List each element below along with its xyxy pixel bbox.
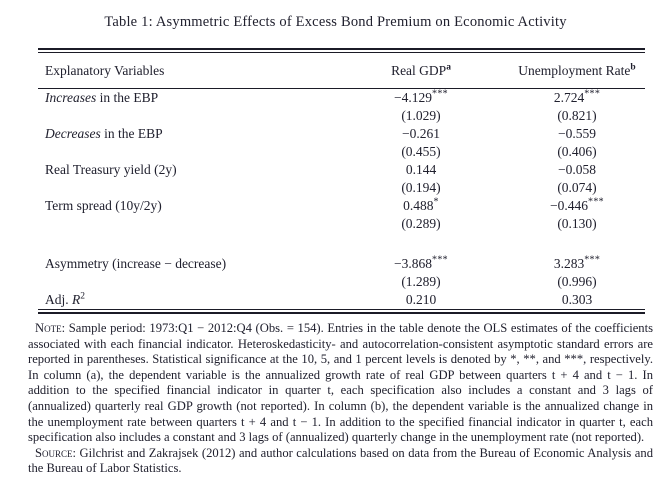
cell-real-gdp: (0.194) bbox=[401, 180, 441, 195]
col-header-unemployment-rate: Unemployment Rateb bbox=[509, 62, 645, 79]
cell-unemployment: 2.724*** bbox=[553, 88, 601, 105]
document-page: Table 1: Asymmetric Effects of Excess Bo… bbox=[0, 14, 671, 499]
cell-real-gdp: −3.868*** bbox=[394, 254, 448, 271]
note-paragraph: Note: Sample period: 1973:Q1 − 2012:Q4 (… bbox=[28, 321, 653, 446]
cell-real-gdp: 0.210 bbox=[405, 292, 437, 307]
row-label: Adj. R2 bbox=[45, 291, 85, 307]
cell-unemployment: (0.406) bbox=[557, 144, 597, 159]
header-rule bbox=[38, 88, 645, 89]
col-header-explanatory-variables: Explanatory Variables bbox=[45, 62, 165, 78]
cell-unemployment: (0.130) bbox=[557, 216, 597, 231]
row-label: Decreases in the EBP bbox=[45, 126, 163, 141]
row-label: Asymmetry (increase − decrease) bbox=[45, 256, 227, 271]
table-title: Table 1: Asymmetric Effects of Excess Bo… bbox=[104, 14, 567, 30]
source-paragraph: Source: Gilchrist and Zakrajsek (2012) a… bbox=[28, 446, 653, 477]
cell-unemployment: −0.058 bbox=[558, 162, 596, 177]
col-header-unemployment-rate-label: Unemployment Rate bbox=[518, 62, 631, 78]
cell-real-gdp: 0.488* bbox=[403, 196, 439, 213]
table-notes: Note: Sample period: 1973:Q1 − 2012:Q4 (… bbox=[28, 321, 653, 477]
cell-unemployment: (0.996) bbox=[557, 274, 597, 289]
col-header-real-gdp-footnote-mark: a bbox=[446, 62, 451, 72]
col-header-real-gdp-label: Real GDP bbox=[391, 62, 447, 78]
table-row-se: (0.194) (0.074) bbox=[38, 179, 645, 197]
cell-real-gdp: −4.129*** bbox=[394, 88, 448, 105]
bottom-double-rule bbox=[38, 309, 645, 314]
cell-real-gdp: (1.289) bbox=[401, 274, 441, 289]
regression-table: Explanatory Variables Real GDPa Unemploy… bbox=[38, 48, 645, 314]
cell-real-gdp: (0.289) bbox=[401, 216, 441, 231]
col-header-unemployment-rate-footnote-mark: b bbox=[630, 62, 636, 72]
note-label: Note: bbox=[35, 321, 66, 335]
table-row-real-treasury-yield: Real Treasury yield (2y) 0.144 −0.058 bbox=[38, 161, 645, 179]
table-row-decreases-ebp: Decreases in the EBP −0.261 −0.559 bbox=[38, 125, 645, 143]
note-text: Sample period: 1973:Q1 − 2012:Q4 (Obs. =… bbox=[28, 321, 653, 445]
table-row-se: (0.455) (0.406) bbox=[38, 143, 645, 161]
table-row-increases-ebp: Increases in the EBP −4.129*** 2.724*** bbox=[38, 89, 645, 107]
row-label: Term spread (10y/2y) bbox=[45, 198, 162, 213]
col-header-real-gdp: Real GDPa bbox=[333, 62, 509, 79]
section-gap bbox=[38, 233, 645, 255]
table-row-asymmetry: Asymmetry (increase − decrease) −3.868**… bbox=[38, 255, 645, 273]
table-row-adj-r2: Adj. R2 0.210 0.303 bbox=[38, 291, 645, 309]
cell-real-gdp: 0.144 bbox=[405, 162, 437, 177]
table-header-row: Explanatory Variables Real GDPa Unemploy… bbox=[38, 53, 645, 88]
table-row-se: (1.029) (0.821) bbox=[38, 107, 645, 125]
row-label: Real Treasury yield (2y) bbox=[45, 162, 177, 177]
table-row-se: (1.289) (0.996) bbox=[38, 273, 645, 291]
source-text: Gilchrist and Zakrajsek (2012) and autho… bbox=[28, 445, 653, 476]
cell-real-gdp: (0.455) bbox=[401, 144, 441, 159]
cell-unemployment: 3.283*** bbox=[553, 254, 601, 271]
cell-real-gdp: (1.029) bbox=[401, 108, 441, 123]
table-row-term-spread: Term spread (10y/2y) 0.488* −0.446*** bbox=[38, 197, 645, 215]
source-label: Source: bbox=[35, 445, 77, 460]
cell-unemployment: 0.303 bbox=[561, 292, 593, 307]
cell-real-gdp: −0.261 bbox=[402, 126, 440, 141]
cell-unemployment: (0.074) bbox=[557, 180, 597, 195]
row-label: Increases in the EBP bbox=[45, 90, 159, 105]
cell-unemployment: −0.446*** bbox=[550, 196, 604, 213]
cell-unemployment: (0.821) bbox=[557, 108, 597, 123]
table-row-se: (0.289) (0.130) bbox=[38, 215, 645, 233]
cell-unemployment: −0.559 bbox=[558, 126, 596, 141]
top-double-rule bbox=[38, 48, 645, 53]
